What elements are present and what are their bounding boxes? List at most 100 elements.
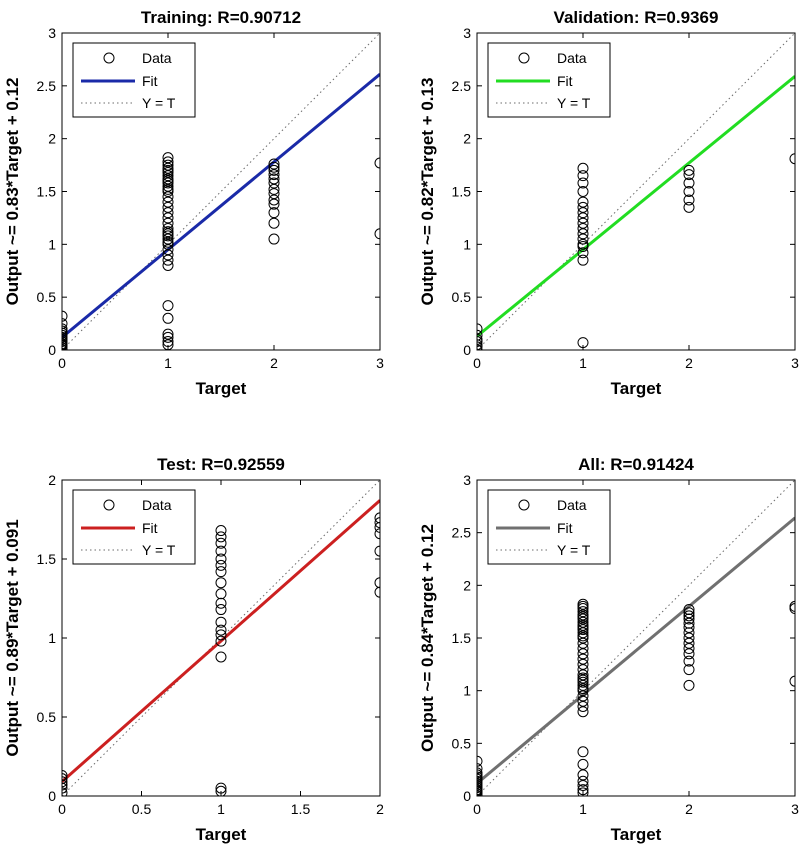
legend: Data Fit Y = T	[487, 42, 611, 118]
data-point	[215, 545, 227, 557]
x-tick-label: 0	[58, 801, 66, 817]
legend-data-marker	[103, 52, 115, 64]
data-point	[268, 198, 280, 210]
y-tick-label: 2	[48, 131, 56, 147]
y-tick-label: 0.5	[452, 289, 472, 305]
x-tick-label: 2	[270, 355, 278, 371]
y-tick-label: 0	[48, 788, 56, 804]
x-axis-label: Target	[196, 379, 247, 398]
data-point	[162, 196, 174, 208]
data-point	[162, 212, 174, 224]
data-point	[268, 164, 280, 176]
chart-title: Training: R=0.90712	[141, 8, 301, 27]
legend: Data Fit Y = T	[72, 489, 196, 565]
fit-line	[477, 75, 795, 338]
data-point	[789, 600, 795, 612]
y-tick-label: 2	[463, 577, 471, 593]
data-point	[162, 222, 174, 234]
identity-line	[477, 33, 795, 350]
data-point	[477, 329, 483, 341]
chart-title: Validation: R=0.9369	[554, 8, 719, 27]
data-point	[374, 157, 380, 169]
y-tick-label: 0	[463, 788, 471, 804]
plot-data-layer	[477, 480, 795, 796]
data-point	[215, 597, 227, 609]
data-point	[62, 318, 68, 330]
data-point	[62, 310, 68, 322]
data-point	[789, 153, 795, 165]
data-point	[162, 226, 174, 238]
x-tick-label: 1	[217, 801, 225, 817]
x-tick-label: 1	[579, 355, 587, 371]
data-point	[683, 648, 695, 660]
identity-line	[62, 33, 380, 350]
data-point	[162, 236, 174, 248]
y-axis-label: Output ~= 0.83*Target + 0.12	[3, 78, 22, 306]
data-point	[374, 545, 380, 557]
data-point	[162, 170, 174, 182]
data-point	[577, 247, 589, 259]
data-point	[215, 629, 227, 641]
data-point	[162, 312, 174, 324]
y-tick-label: 2.5	[452, 525, 472, 541]
data-point	[577, 648, 589, 660]
x-axis-label: Target	[611, 825, 662, 844]
data-point	[215, 624, 227, 636]
legend-label-data: Data	[142, 497, 172, 513]
data-point	[477, 333, 483, 345]
data-point	[162, 173, 174, 185]
data-point	[268, 194, 280, 206]
legend-label-identity: Y = T	[557, 542, 591, 558]
data-point	[162, 300, 174, 312]
data-point	[577, 186, 589, 197]
data-point	[268, 217, 280, 229]
y-tick-label: 0.5	[37, 709, 57, 725]
data-point	[374, 512, 380, 524]
y-tick-label: 1.5	[452, 184, 472, 200]
fit-line	[477, 516, 795, 785]
data-point	[162, 249, 174, 261]
data-point	[268, 161, 280, 173]
x-tick-label: 1.5	[291, 801, 311, 817]
data-point	[577, 217, 589, 229]
data-point	[162, 328, 174, 340]
y-tick-label: 3	[463, 25, 471, 41]
data-point	[577, 787, 589, 796]
data-point	[215, 577, 227, 589]
data-point	[577, 254, 589, 266]
x-tick-label: 2	[685, 801, 693, 817]
data-point	[577, 637, 589, 649]
data-point	[683, 169, 695, 181]
data-point	[683, 679, 695, 691]
x-tick-label: 0	[473, 355, 481, 371]
x-tick-label: 1	[164, 355, 172, 371]
legend: Data Fit Y = T	[487, 489, 611, 565]
data-point	[268, 188, 280, 200]
data-point	[62, 769, 68, 781]
data-point	[215, 588, 227, 600]
data-point	[374, 577, 380, 589]
data-point	[683, 607, 695, 619]
data-point	[577, 672, 589, 684]
data-point	[268, 173, 280, 185]
data-point	[577, 775, 589, 787]
legend-label-fit: Fit	[557, 520, 573, 536]
data-point	[577, 619, 589, 631]
data-point	[577, 779, 589, 791]
data-point	[577, 233, 589, 245]
data-point	[215, 553, 227, 565]
data-point	[62, 323, 68, 335]
data-point	[577, 679, 589, 691]
data-point	[577, 706, 589, 718]
data-point	[577, 162, 589, 174]
plot-data-layer	[477, 33, 795, 350]
chart-panel-4: 0 1 2 3 0 0.5 1 1.5 2 2.5 3 All: R=0.91424 Target Out…	[418, 455, 799, 844]
data-point	[162, 162, 174, 174]
data-point	[162, 201, 174, 213]
data-point	[162, 259, 174, 271]
data-point	[683, 621, 695, 633]
data-point	[577, 758, 589, 770]
plot-data-layer	[62, 33, 380, 350]
data-point	[162, 217, 174, 229]
y-tick-label: 1	[48, 236, 56, 252]
